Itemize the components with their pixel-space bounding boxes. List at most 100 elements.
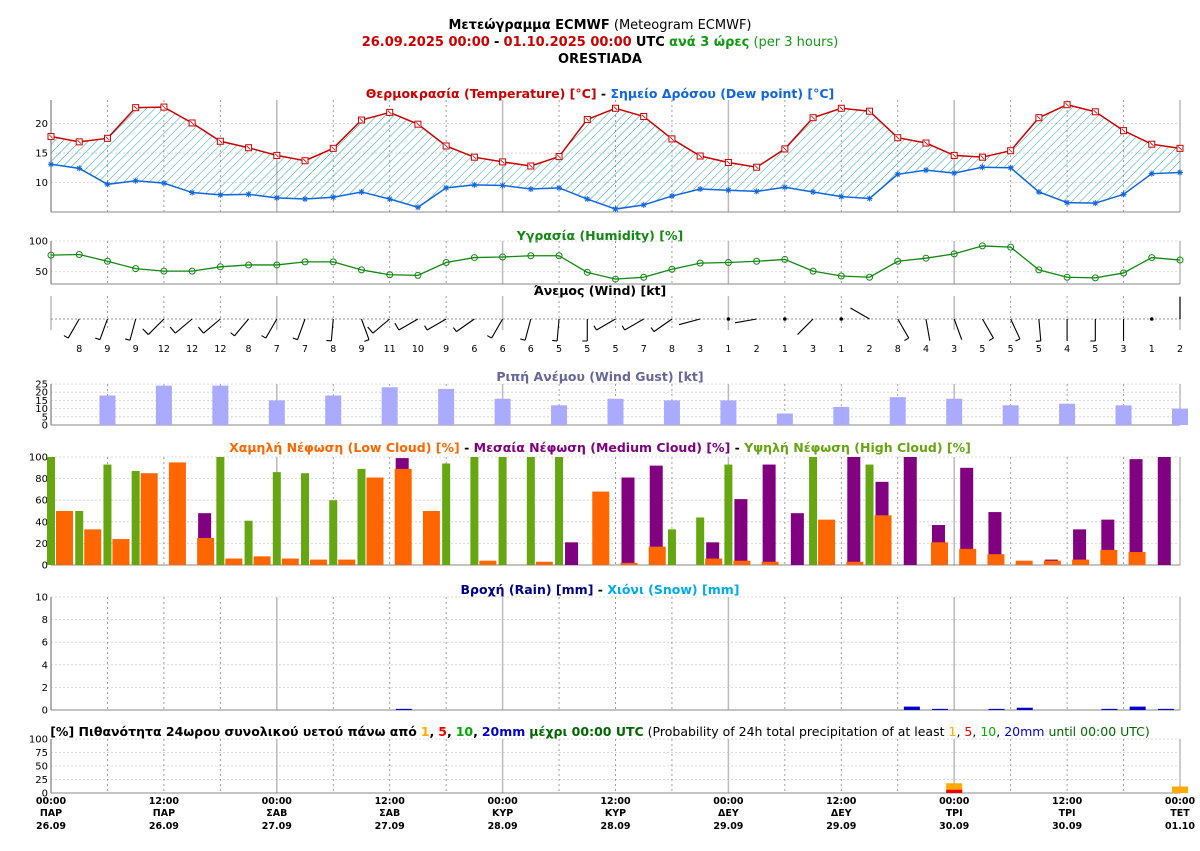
rain-ytick-label: 2	[42, 683, 48, 694]
x-label-date: 26.09	[36, 821, 66, 832]
wind-speed-label: 5	[1008, 344, 1014, 355]
period-dash: -	[494, 35, 500, 50]
temperature-point-mark	[952, 153, 957, 158]
medium-cloud-bar	[988, 512, 1002, 565]
medium-cloud-bar	[1129, 459, 1143, 565]
wind-barb	[292, 318, 306, 341]
wind-barb	[486, 318, 504, 339]
prob-gr-10: 10	[455, 724, 474, 739]
temperature-point-mark	[105, 136, 110, 141]
gust-bar	[607, 398, 624, 425]
x-label-day: ΤΡΙ	[946, 808, 963, 819]
prob-ytick-label: 0	[42, 789, 48, 800]
dewpoint-point	[132, 177, 139, 184]
rain-legend: Βροχή (Rain) [mm]	[460, 582, 594, 597]
high-cloud-bar	[498, 457, 507, 565]
temperature-point-mark	[528, 163, 533, 169]
temp-ytick-label: 15	[35, 149, 48, 160]
cloud-title-dash-1: -	[464, 440, 470, 455]
wind-speed-label: 5	[1092, 344, 1098, 355]
medium-cloud-bar	[649, 465, 663, 565]
wind-speed-label: 5	[979, 344, 985, 355]
wind-barb	[520, 318, 532, 341]
humidity-point	[1148, 254, 1156, 262]
gust-bar	[1172, 408, 1188, 425]
prob-en-1: 1	[948, 724, 957, 739]
gust-title: Ριπή Ανέμου (Wind Gust) [kt]	[496, 369, 704, 384]
humidity-point	[809, 267, 817, 275]
humidity-point	[245, 261, 253, 269]
wind-speed-label: 3	[697, 344, 703, 355]
high-cloud-bar	[442, 463, 451, 565]
humidity-point	[894, 257, 902, 265]
prob-1mm-bar	[946, 783, 963, 793]
dewpoint-legend: Σημείο Δρόσου (Dew point) [°C]	[610, 86, 835, 101]
wind-barb	[1035, 318, 1042, 342]
temperature-point-mark	[1149, 142, 1154, 147]
x-label-day: ΠΑΡ	[40, 808, 62, 819]
low-cloud-bar	[112, 539, 130, 565]
rain-ytick-label: 0	[42, 706, 48, 717]
dewpoint-point	[668, 193, 675, 200]
x-label-date: 29.09	[826, 821, 856, 832]
wind-barb	[621, 318, 644, 331]
wind-speed-label: 8	[669, 344, 675, 355]
high-cloud-bar	[272, 472, 281, 565]
temperature-point-mark	[472, 155, 477, 160]
medium-cloud-legend: Μεσαία Νέφωση (Medium Cloud) [%]	[473, 440, 731, 455]
humidity-point	[75, 251, 83, 259]
dewpoint-point	[810, 188, 817, 195]
dewpoint-point	[838, 193, 845, 200]
temperature-point-mark	[133, 105, 138, 110]
rain-bar	[395, 708, 412, 710]
humidity-point	[188, 267, 196, 275]
cloud-ytick-label: 100	[29, 453, 48, 464]
wind-speed-label: 7	[641, 344, 647, 355]
humidity-point	[640, 273, 648, 281]
temperature-legend: Θερμοκρασία (Temperature) [°C]	[365, 86, 597, 101]
rain-bar	[1157, 708, 1174, 710]
wind-barb	[360, 318, 370, 342]
low-cloud-bar	[225, 558, 243, 565]
wind-barb-calm	[839, 317, 844, 321]
temperature-point-mark	[641, 114, 646, 119]
wind-speed-label: 7	[274, 344, 280, 355]
medium-cloud-bar	[960, 467, 974, 565]
x-label-time: 12:00	[375, 796, 406, 807]
dewpoint-point	[273, 194, 280, 201]
x-label-day: ΤΕΤ	[1170, 808, 1190, 819]
wind-speed-label: 3	[1121, 344, 1127, 355]
low-cloud-bar	[338, 559, 356, 565]
low-cloud-bar	[620, 562, 638, 565]
x-label-day: ΣΑΒ	[379, 808, 400, 819]
low-cloud-bar	[648, 546, 666, 565]
x-label-date: 27.09	[262, 821, 292, 832]
high-cloud-bar	[865, 464, 874, 565]
high-cloud-bar	[216, 457, 225, 565]
low-cloud-bar	[1128, 552, 1146, 565]
wind-speed-label: 3	[810, 344, 816, 355]
dewpoint-point	[725, 187, 732, 194]
step-greek: ανά 3 ώρες	[668, 35, 750, 50]
wind-speed-label: 6	[471, 344, 477, 355]
temperature-point-mark	[698, 153, 703, 159]
wind-speed-label: 2	[867, 344, 873, 355]
humidity-ytick-label: 50	[35, 267, 48, 278]
gust-bar	[381, 387, 398, 425]
humidity-point	[442, 259, 450, 266]
gust-bar	[268, 400, 285, 425]
rain-bar	[903, 706, 920, 710]
prob-ytick-label: 100	[29, 735, 48, 746]
dewpoint-point	[217, 191, 224, 198]
low-cloud-bar	[56, 511, 73, 565]
high-cloud-bar	[75, 511, 84, 565]
high-cloud-bar	[724, 464, 733, 565]
wind-title: Άνεμος (Wind) [kt]	[533, 283, 667, 298]
low-cloud-bar	[140, 473, 158, 565]
high-cloud-bar	[526, 457, 535, 565]
humidity-point	[753, 257, 761, 265]
wind-barb	[95, 318, 108, 341]
dewpoint-point	[753, 188, 760, 195]
high-cloud-bar	[357, 468, 366, 565]
prob-ytick-label: 50	[35, 762, 48, 773]
